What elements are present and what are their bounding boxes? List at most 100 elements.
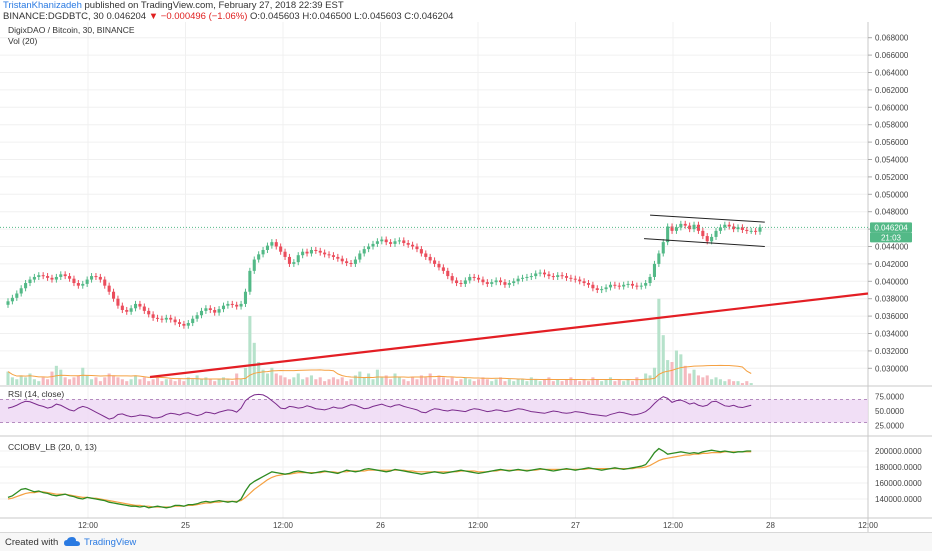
candle-body xyxy=(362,249,366,254)
chart-header: TristanKhanizadeh published on TradingVi… xyxy=(0,0,932,22)
candle-body xyxy=(578,279,582,282)
candle-body xyxy=(327,254,331,256)
cciobv-tick-label: 140000.0000 xyxy=(875,495,922,504)
volume-bar xyxy=(437,375,441,385)
candle-body xyxy=(542,272,547,275)
volume-bar xyxy=(507,379,511,385)
candle-body xyxy=(155,317,160,319)
volume-bar xyxy=(582,379,586,385)
volume-bar xyxy=(441,377,445,385)
cciobv-axis: 140000.0000 160000.0000 180000.0000 200000.… xyxy=(875,447,922,504)
volume-bar xyxy=(345,381,349,385)
candle-body xyxy=(503,282,507,285)
candle-body xyxy=(169,317,173,320)
candle-body xyxy=(516,278,520,282)
price-tick-label: 0.040000 xyxy=(875,277,909,286)
volume-bar xyxy=(740,383,744,385)
candle-body xyxy=(564,276,569,278)
volume-bar xyxy=(472,381,476,385)
volume-bar xyxy=(32,379,36,385)
candle-body xyxy=(560,275,564,277)
chart-canvas[interactable]: 0.030000 0.032000 0.034000 0.036000 0.038000… xyxy=(0,22,932,532)
candle-body xyxy=(314,249,318,251)
publish-info: published on TradingView.com, February 2… xyxy=(81,0,344,11)
candle-body xyxy=(252,259,256,271)
obv-line xyxy=(7,447,752,509)
volume-bar xyxy=(103,377,107,385)
candle-body xyxy=(349,263,353,265)
candle-body xyxy=(371,243,375,247)
candle-body xyxy=(133,303,138,309)
candle-body xyxy=(727,224,731,227)
volume-bar xyxy=(98,381,102,385)
volume-bar xyxy=(349,379,353,385)
candle-body xyxy=(754,230,758,232)
candle-body xyxy=(648,276,652,284)
volume-bar xyxy=(516,379,520,385)
price-tick-label: 0.038000 xyxy=(875,295,909,304)
candle-body xyxy=(714,230,718,237)
candle-body xyxy=(384,239,388,243)
symbol-line: BINANCE:DGDBTC, 30 0.046204 ▼ −0.000496 … xyxy=(3,11,453,22)
volume-bar xyxy=(208,379,212,385)
candle-body xyxy=(437,263,441,268)
candle-body xyxy=(116,298,120,306)
time-tick-label: 12:00 xyxy=(273,521,294,530)
candle-body xyxy=(358,253,362,260)
candle-body xyxy=(204,308,208,311)
volume-bar xyxy=(384,375,388,385)
volume-bar xyxy=(586,381,591,385)
candle-body xyxy=(54,276,58,280)
volume-bar xyxy=(727,379,731,385)
symbol-info: BINANCE:DGDBTC, 30 0.046204 xyxy=(3,11,149,22)
volume-bar xyxy=(340,377,344,385)
publish-line: TristanKhanizadeh published on TradingVi… xyxy=(3,0,344,11)
rsi-tick-label: 25.0000 xyxy=(875,421,904,430)
countdown-badge: 21:03 xyxy=(870,232,912,243)
candle-body xyxy=(591,284,595,289)
volume-bar xyxy=(520,379,525,385)
candle-body xyxy=(90,276,94,280)
volume-bar xyxy=(358,371,362,385)
price-tick-label: 0.034000 xyxy=(875,330,909,339)
volume-bar xyxy=(296,373,300,385)
channel-upper-line[interactable] xyxy=(650,214,765,223)
volume-bar xyxy=(696,375,700,385)
rsi-line xyxy=(7,393,752,420)
candle-body xyxy=(688,225,692,230)
candle-body xyxy=(389,242,393,244)
volume-bar xyxy=(705,375,709,385)
volume-bar xyxy=(112,375,116,385)
volume-bar xyxy=(745,381,749,385)
tradingview-link[interactable]: TradingView xyxy=(84,537,137,548)
candle-body xyxy=(661,242,665,254)
volume-bar xyxy=(573,379,577,385)
author-link[interactable]: TristanKhanizadeh xyxy=(3,0,82,11)
volume-bar xyxy=(248,316,252,385)
footer-bar: Created with TradingView xyxy=(0,532,932,551)
volume-bar xyxy=(380,377,384,385)
volume-bar xyxy=(512,381,516,385)
volume-bar xyxy=(661,335,665,385)
volume-bar xyxy=(415,379,419,385)
channel-lower-line[interactable] xyxy=(644,238,765,247)
volume-bar xyxy=(692,369,696,385)
volume-bar xyxy=(402,379,406,385)
symbol-legend: DigixDAO / Bitcoin, 30, BINANCE xyxy=(8,25,135,35)
trendline[interactable] xyxy=(149,292,869,379)
price-axis[interactable]: 0.030000 0.032000 0.034000 0.036000 0.038000… xyxy=(868,34,909,374)
volume-bar xyxy=(37,381,41,385)
candle-body xyxy=(613,284,617,286)
volume-bar xyxy=(433,379,437,385)
candle-body xyxy=(732,226,736,230)
time-axis[interactable]: 12:00 25 12:00 26 12:00 27 12:00 28 12:00 xyxy=(78,521,879,530)
volume-bar xyxy=(477,379,481,385)
candle-body xyxy=(235,304,239,307)
cciobv-legend: CCIOBV_LB (20, 0, 13) xyxy=(8,442,97,452)
volume-bar xyxy=(701,377,705,385)
candle-body xyxy=(270,242,274,246)
price-tick-label: 0.044000 xyxy=(875,243,909,252)
price-tick-label: 0.054000 xyxy=(875,156,909,165)
volume-bar xyxy=(688,373,692,385)
candle-body xyxy=(173,319,177,323)
